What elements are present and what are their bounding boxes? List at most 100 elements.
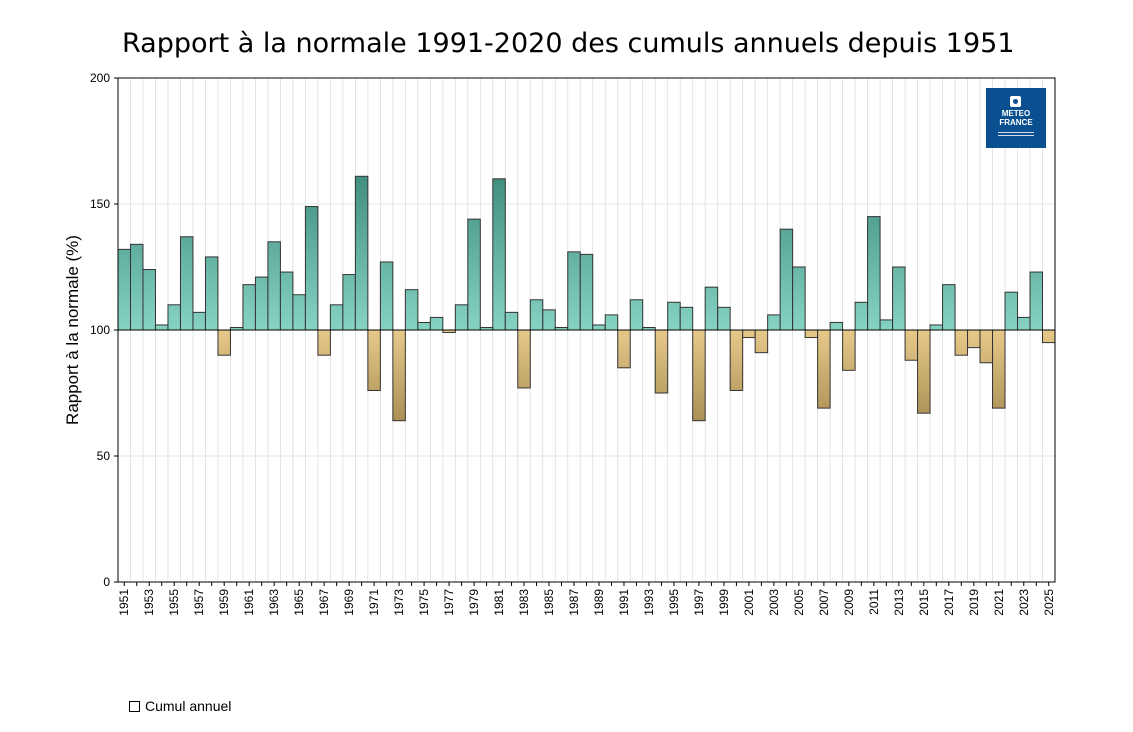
y-tick-label: 100 xyxy=(90,323,110,337)
bar-2015 xyxy=(917,329,931,414)
x-tick-label: 2005 xyxy=(792,589,806,616)
bar-1994 xyxy=(654,329,669,394)
y-tick-label: 150 xyxy=(90,197,110,211)
bar-1969 xyxy=(342,274,356,331)
x-tick-label: 1979 xyxy=(467,589,481,616)
bar-2000 xyxy=(729,329,744,391)
bar-1970 xyxy=(354,175,369,331)
x-tick-label: 1971 xyxy=(367,589,381,616)
bar-1966 xyxy=(304,206,319,331)
legend-swatch xyxy=(129,700,140,712)
x-tick-label: 1967 xyxy=(317,589,331,616)
x-tick-label: 1955 xyxy=(167,589,181,616)
x-tick-label: 1969 xyxy=(342,589,356,616)
bar-1975 xyxy=(417,321,431,331)
x-tick-label: 2007 xyxy=(817,589,831,616)
bar-1997 xyxy=(692,329,706,422)
x-tick-label: 1951 xyxy=(117,589,131,616)
x-tick-label: 2013 xyxy=(892,589,906,616)
x-tick-label: 2001 xyxy=(742,589,756,616)
bar-1961 xyxy=(242,284,256,331)
meteo-france-logo: METEO FRANCE xyxy=(986,88,1046,148)
legend-label: Cumul annuel xyxy=(145,698,232,714)
bar-1999 xyxy=(717,306,731,331)
x-tick-label: 1987 xyxy=(567,589,581,616)
x-tick-label: 2021 xyxy=(992,589,1006,616)
bar-2008 xyxy=(829,321,844,331)
bars xyxy=(117,175,1056,422)
x-tick-label: 1957 xyxy=(192,589,206,616)
bar-1985 xyxy=(542,309,556,331)
bar-1979 xyxy=(467,218,481,331)
x-tick-label: 2017 xyxy=(942,589,956,616)
bar-2017 xyxy=(942,284,956,331)
bar-1959 xyxy=(217,329,231,356)
bar-2014 xyxy=(904,329,919,361)
bar-1988 xyxy=(579,253,594,331)
bar-2023 xyxy=(1017,316,1031,331)
bar-1989 xyxy=(592,324,606,331)
bar-1996 xyxy=(679,306,694,331)
bar-2024 xyxy=(1029,271,1044,331)
bar-1987 xyxy=(567,251,581,331)
y-tick-label: 50 xyxy=(97,449,111,463)
bar-1973 xyxy=(392,329,406,422)
bar-2004 xyxy=(779,228,794,331)
bar-1953 xyxy=(142,269,156,331)
x-tick-label: 2023 xyxy=(1017,589,1031,616)
bar-1958 xyxy=(204,256,219,331)
bar-1992 xyxy=(629,299,644,331)
bar-2006 xyxy=(804,329,819,339)
bar-2025 xyxy=(1042,329,1056,344)
x-tick-label: 2011 xyxy=(867,589,881,615)
bar-1974 xyxy=(404,289,419,331)
x-tick-label: 1953 xyxy=(142,589,156,616)
x-tick-label: 2003 xyxy=(767,589,781,616)
bar-1983 xyxy=(517,329,531,389)
x-tick-label: 1993 xyxy=(642,589,656,616)
logo-mark-icon xyxy=(1010,96,1021,107)
bar-2001 xyxy=(742,329,756,339)
bar-2005 xyxy=(792,266,806,331)
bar-1964 xyxy=(279,271,294,331)
x-tick-label: 2015 xyxy=(917,589,931,616)
bar-2010 xyxy=(854,301,869,331)
x-tick-label: 1997 xyxy=(692,589,706,616)
bar-2009 xyxy=(842,329,856,371)
y-tick-label: 0 xyxy=(103,575,110,589)
x-tick-label: 1983 xyxy=(517,589,531,616)
bar-2019 xyxy=(967,329,981,349)
x-tick-label: 1961 xyxy=(242,589,256,616)
x-tick-label: 2009 xyxy=(842,589,856,616)
bar-1955 xyxy=(167,304,181,331)
x-tick-label: 1975 xyxy=(417,589,431,616)
bar-2002 xyxy=(754,329,769,354)
bar-1984 xyxy=(529,299,544,331)
bar-2003 xyxy=(767,314,781,331)
bar-2018 xyxy=(954,329,969,356)
bar-1971 xyxy=(367,329,381,391)
x-tick-label: 2019 xyxy=(967,589,981,616)
bar-1963 xyxy=(267,241,281,331)
bar-2012 xyxy=(879,319,894,331)
x-tick-label: 1977 xyxy=(442,589,456,616)
bar-1952 xyxy=(129,243,144,331)
x-tick-label: 1963 xyxy=(267,589,281,616)
x-tick-label: 1989 xyxy=(592,589,606,616)
bar-1962 xyxy=(254,276,269,331)
x-tick-label: 1999 xyxy=(717,589,731,616)
bar-2020 xyxy=(979,329,994,364)
axes: 0 50 100 150 200 1951 1953 1955 1957 1959 1961 1963… xyxy=(90,71,1056,616)
bar-1967 xyxy=(317,329,331,356)
bar-2021 xyxy=(992,329,1006,409)
bar-1981 xyxy=(492,178,506,331)
bar-1965 xyxy=(292,294,306,331)
x-tick-label: 1985 xyxy=(542,589,556,616)
bar-2007 xyxy=(817,329,831,409)
bar-1972 xyxy=(379,261,394,331)
x-tick-label: 1965 xyxy=(292,589,306,616)
bar-1990 xyxy=(604,314,619,331)
y-axis-label: Rapport à la normale (%) xyxy=(63,235,82,425)
bar-1957 xyxy=(192,311,206,331)
